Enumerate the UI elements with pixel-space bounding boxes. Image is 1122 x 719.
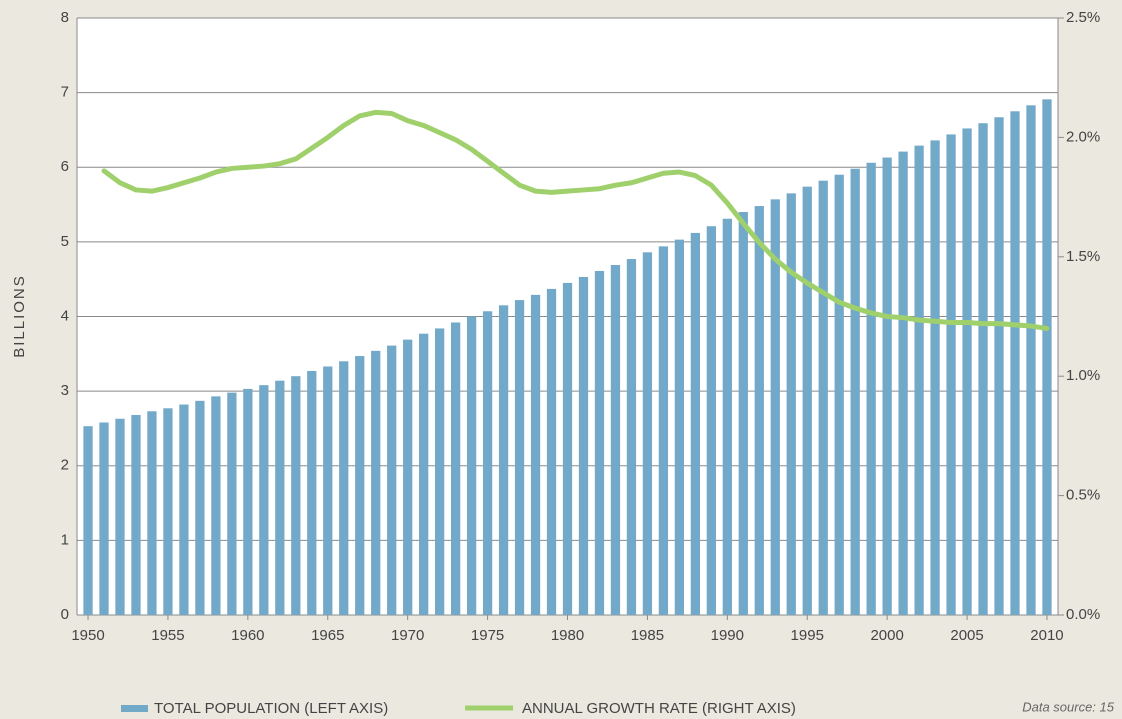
y2-tick-label: 0.0% [1066,606,1100,623]
bar [578,276,589,615]
y-tick-label: 7 [61,84,69,101]
x-tick-label: 2010 [1030,627,1063,644]
bar [482,311,493,615]
bar [163,408,173,615]
bar [1010,111,1020,615]
bar [994,117,1004,615]
bar [722,218,732,615]
bar [754,206,764,615]
x-tick-label: 2005 [950,627,983,644]
source-note: Data source: 15 [1022,699,1115,714]
bar [898,151,908,616]
legend-label: ANNUAL GROWTH RATE (RIGHT AXIS) [522,700,796,717]
bar [435,328,445,615]
bar [866,162,876,615]
bar [802,186,812,615]
bar [147,411,157,615]
x-tick-label: 1950 [71,627,104,644]
x-tick-label: 1985 [631,627,664,644]
bar [530,294,541,615]
bar [594,270,605,615]
bar [626,259,637,615]
bar [1042,99,1052,615]
bar [355,356,365,615]
bar [227,392,237,615]
x-tick-label: 1980 [551,627,584,644]
bar [562,282,573,615]
bar [131,415,141,615]
x-tick-label: 1995 [791,627,824,644]
bar [978,123,988,615]
bar [179,404,189,615]
bar [83,426,93,615]
bar [690,232,700,616]
growth-line [101,109,1050,331]
bar [371,350,381,615]
bar [403,339,413,615]
bar [195,400,205,615]
bar [658,246,669,616]
y-tick-label: 3 [61,382,69,399]
bar [387,345,397,615]
bar [275,380,285,615]
bar [115,418,125,615]
bar [834,174,844,615]
bar [498,305,509,615]
bar [674,239,685,616]
bar [786,193,796,615]
bar [738,212,748,615]
y2-tick-label: 0.5% [1066,487,1100,504]
bar [307,370,317,615]
y-tick-label: 4 [61,307,69,324]
x-tick-label: 1990 [711,627,744,644]
legend-label: TOTAL POPULATION (LEFT AXIS) [154,700,388,717]
bar [642,252,653,615]
bar [514,300,525,615]
bar [610,265,621,615]
x-tick-label: 2000 [870,627,903,644]
bar [962,128,972,615]
bar [946,134,956,616]
y-tick-label: 2 [61,457,69,474]
y-tick-label: 5 [61,233,69,250]
y-tick-label: 0 [61,606,69,623]
bar [914,145,924,615]
bar [466,316,477,615]
bar [450,322,461,615]
x-tick-label: 1960 [231,627,264,644]
bar [770,199,780,615]
y-tick-label: 8 [61,9,69,26]
y2-tick-label: 2.5% [1066,9,1100,26]
x-tick-label: 1955 [151,627,184,644]
x-tick-label: 1975 [471,627,504,644]
y-tick-label: 1 [61,531,69,548]
bar [99,422,109,615]
bar [211,396,221,615]
bar [818,180,828,615]
x-tick-label: 1970 [391,627,424,644]
bar [706,226,716,616]
y-tick-label: 6 [61,158,69,175]
bar [930,140,940,615]
bar [291,376,301,615]
y2-tick-label: 1.5% [1066,248,1100,265]
bar [419,333,429,615]
bar [243,388,253,615]
bar [259,385,269,615]
bar [1026,105,1036,615]
bar [339,361,349,615]
bar [850,168,860,615]
legend-swatch [121,705,148,712]
y2-tick-label: 1.0% [1066,367,1100,384]
bar [882,157,892,615]
bar [546,288,557,615]
y-axis-label: BILLIONS [11,274,28,358]
bar [323,366,333,615]
x-tick-label: 1965 [311,627,344,644]
y2-tick-label: 2.0% [1066,128,1100,145]
